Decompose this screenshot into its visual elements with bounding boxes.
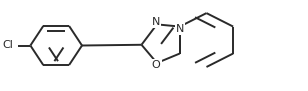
Text: O: O (152, 60, 160, 70)
Text: N: N (176, 24, 184, 34)
Text: Cl: Cl (3, 40, 14, 51)
Text: N: N (152, 17, 160, 27)
